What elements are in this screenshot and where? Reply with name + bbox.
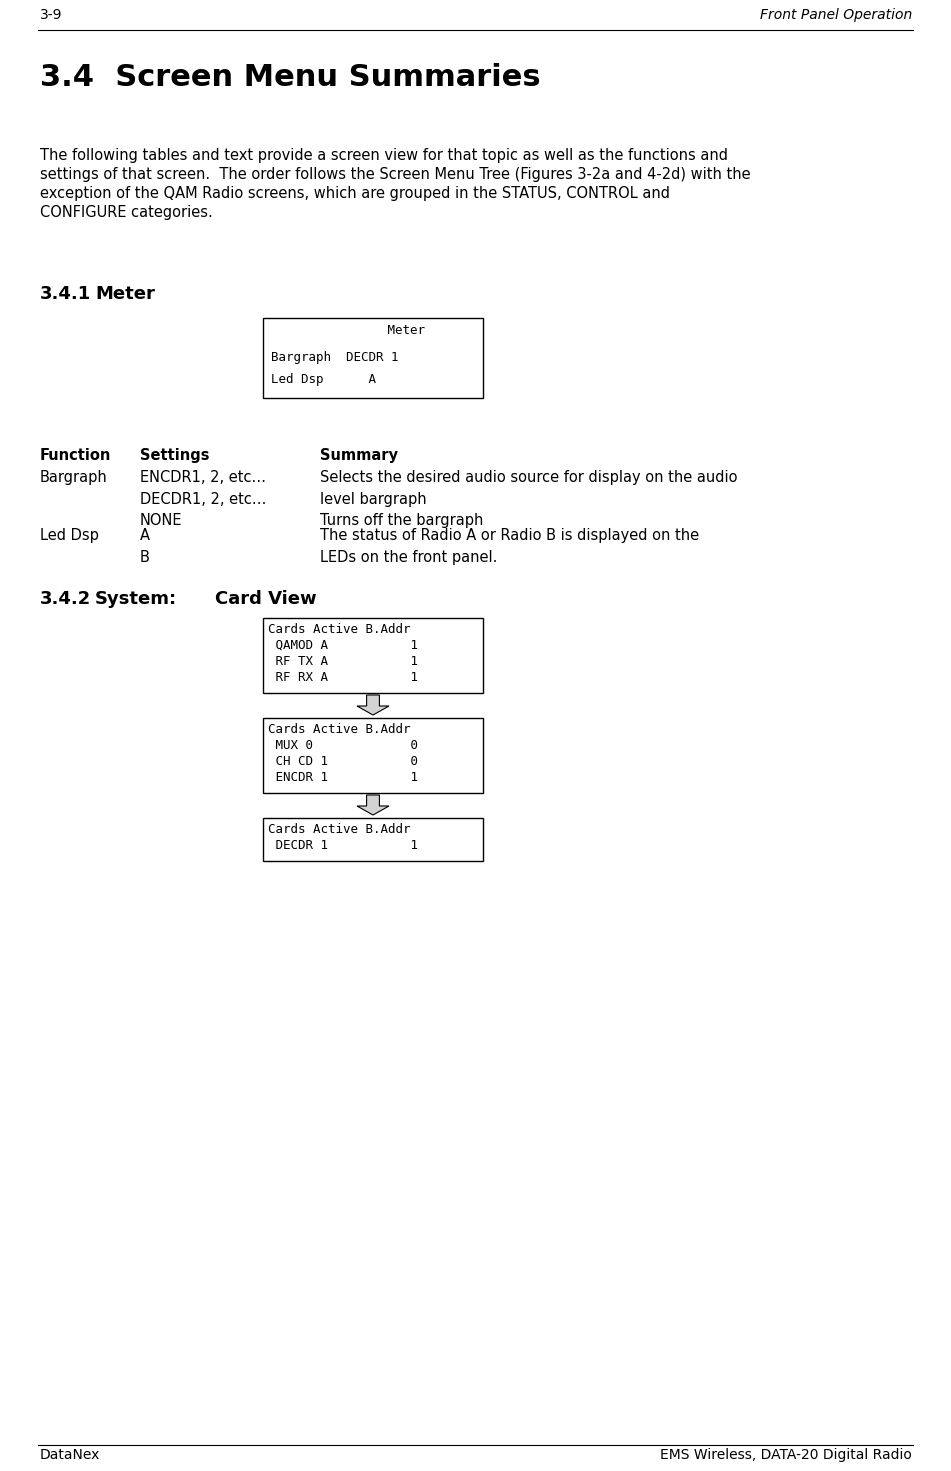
Bar [263,818,483,861]
Text: Summary: Summary [320,449,398,463]
Polygon shape [357,794,389,815]
Text: Led Dsp      A: Led Dsp A [271,372,376,385]
Bar [263,618,483,693]
Bar [263,718,483,793]
Text: Front Panel Operation: Front Panel Operation [760,7,912,22]
Text: Cards Active B.Addr: Cards Active B.Addr [268,822,411,836]
Text: CH CD 1           0: CH CD 1 0 [268,755,418,768]
Text: Settings: Settings [140,449,209,463]
Text: RF RX A           1: RF RX A 1 [268,671,418,684]
Text: The following tables and text provide a screen view for that topic as well as th: The following tables and text provide a … [40,149,728,163]
Text: Cards Active B.Addr: Cards Active B.Addr [268,724,411,736]
Text: 3-9: 3-9 [40,7,63,22]
Text: ENCDR1, 2, etc…
DECDR1, 2, etc…
NONE: ENCDR1, 2, etc… DECDR1, 2, etc… NONE [140,471,266,528]
Text: Card View: Card View [215,590,317,608]
Text: RF TX A           1: RF TX A 1 [268,655,418,668]
Text: Bargraph  DECDR 1: Bargraph DECDR 1 [271,352,398,363]
Text: EMS Wireless, DATA-20 Digital Radio: EMS Wireless, DATA-20 Digital Radio [660,1447,912,1462]
Text: Meter: Meter [95,285,155,303]
Text: QAMOD A           1: QAMOD A 1 [268,638,418,652]
Text: MUX 0             0: MUX 0 0 [268,738,418,752]
Text: The status of Radio A or Radio B is displayed on the
LEDs on the front panel.: The status of Radio A or Radio B is disp… [320,528,699,565]
Text: DECDR 1           1: DECDR 1 1 [268,838,418,852]
Text: Function: Function [40,449,111,463]
Text: ENCDR 1           1: ENCDR 1 1 [268,771,418,784]
Text: Led Dsp: Led Dsp [40,528,99,543]
Text: 3.4.2: 3.4.2 [40,590,91,608]
Bar [263,318,483,399]
Text: exception of the QAM Radio screens, which are grouped in the STATUS, CONTROL and: exception of the QAM Radio screens, whic… [40,185,670,202]
Text: Bargraph: Bargraph [40,471,107,485]
Text: settings of that screen.  The order follows the Screen Menu Tree (Figures 3-2a a: settings of that screen. The order follo… [40,168,750,182]
Text: Selects the desired audio source for display on the audio
level bargraph
Turns o: Selects the desired audio source for dis… [320,471,737,528]
Text: 3.4.1: 3.4.1 [40,285,91,303]
Text: DataNex: DataNex [40,1447,101,1462]
Text: System:: System: [95,590,177,608]
Text: A
B: A B [140,528,150,565]
Text: Cards Active B.Addr: Cards Active B.Addr [268,624,411,635]
Polygon shape [357,694,389,715]
Text: Meter: Meter [320,324,425,337]
Text: CONFIGURE categories.: CONFIGURE categories. [40,204,213,221]
Text: 3.4  Screen Menu Summaries: 3.4 Screen Menu Summaries [40,63,540,93]
